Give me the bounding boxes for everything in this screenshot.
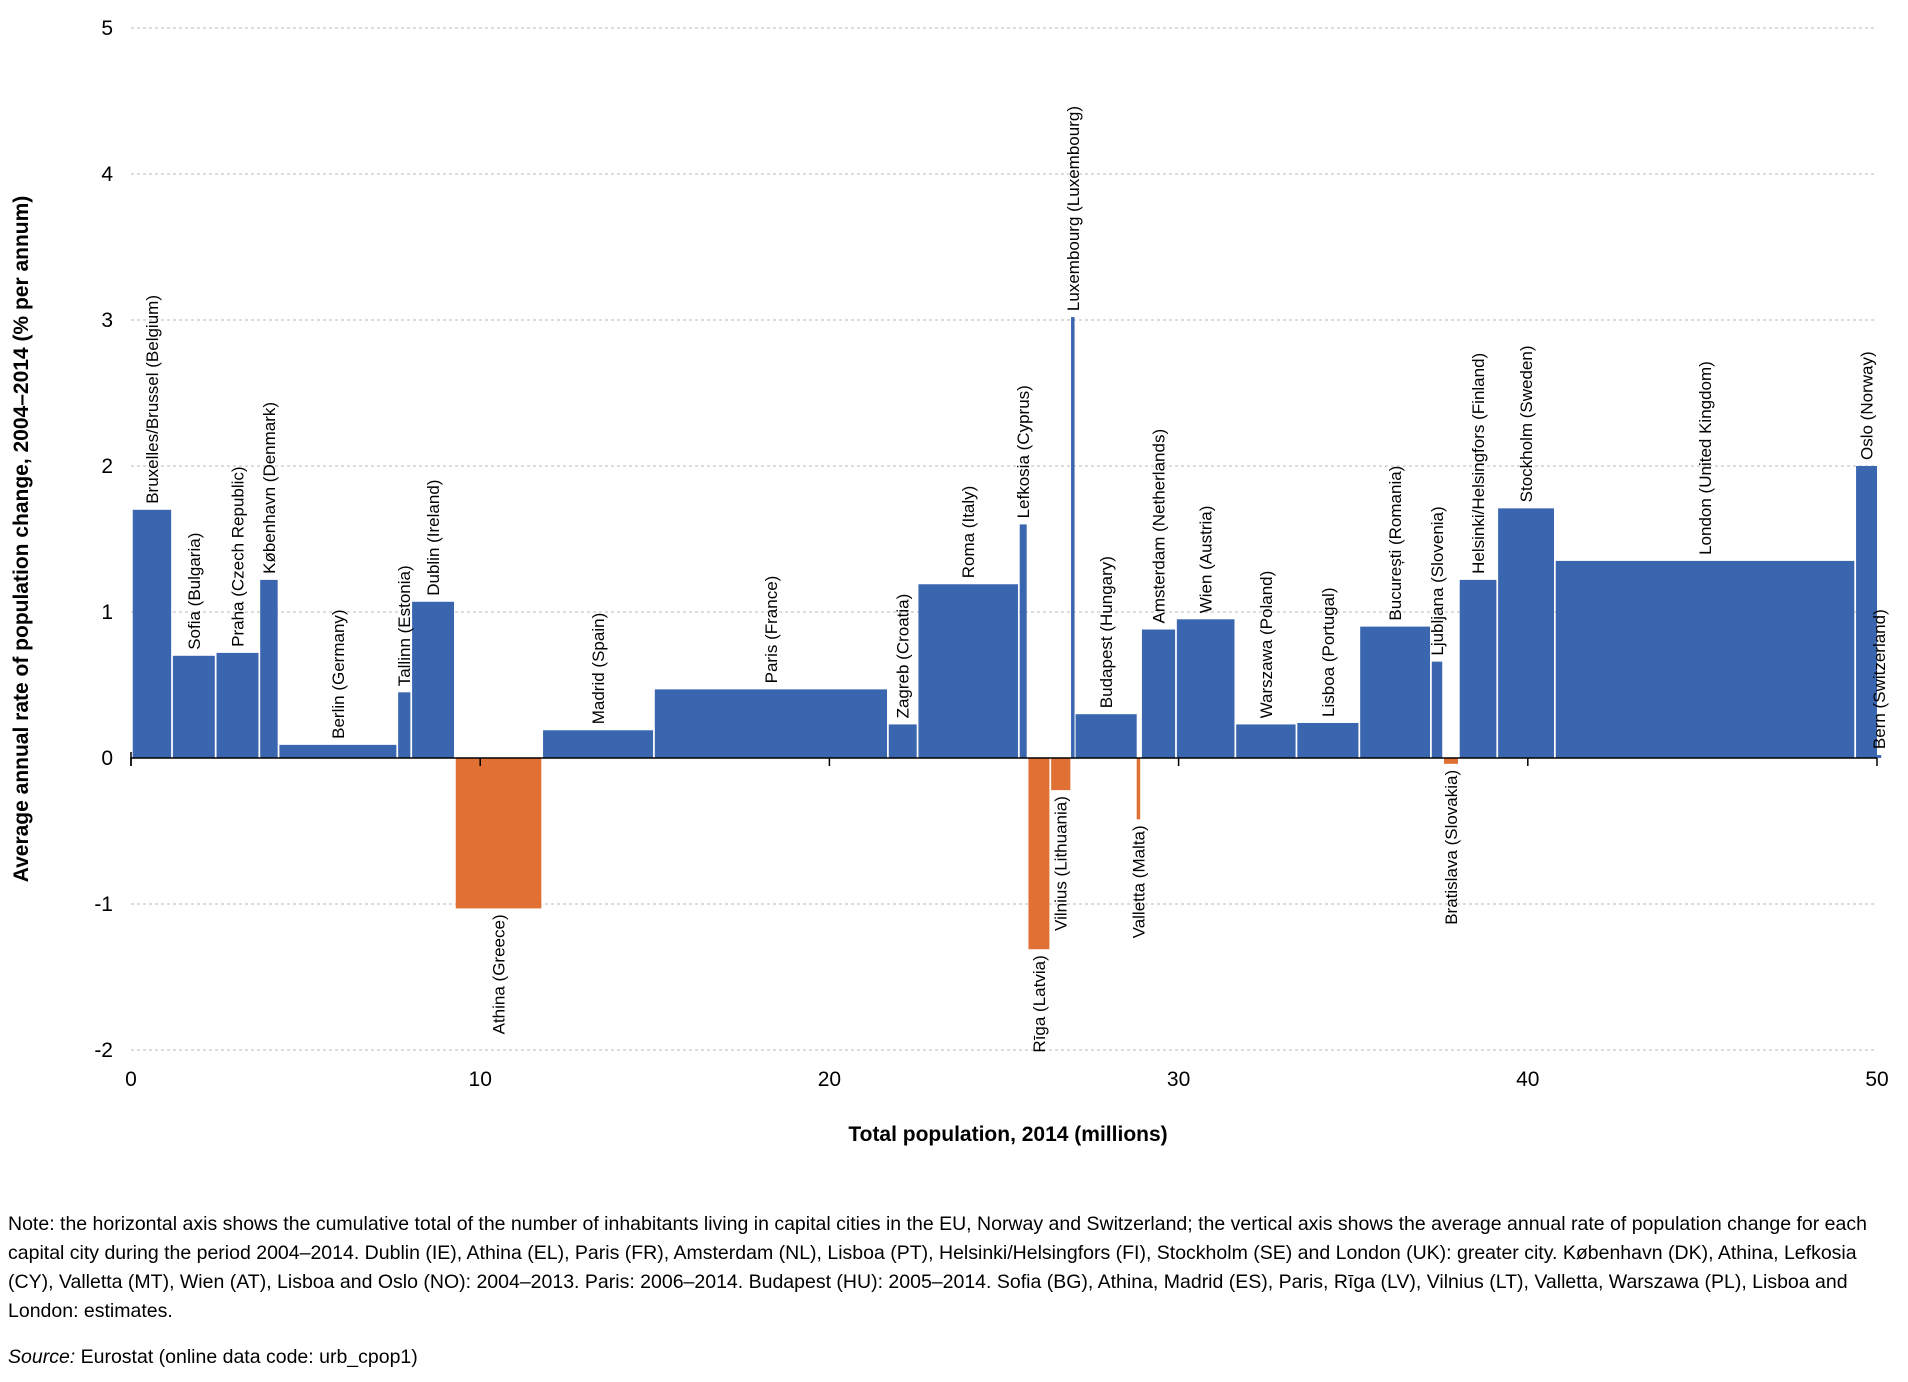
bar bbox=[1431, 661, 1443, 758]
bar-label: Lefkosia (Cyprus) bbox=[1014, 385, 1033, 518]
bar-label: Budapest (Hungary) bbox=[1097, 556, 1116, 708]
bar-label: Lisboa (Portugal) bbox=[1319, 587, 1338, 716]
y-tick-label: 5 bbox=[101, 17, 113, 40]
x-tick-label: 40 bbox=[1516, 1068, 1539, 1091]
bar-label: Oslo (Norway) bbox=[1858, 351, 1877, 460]
y-tick-label: 1 bbox=[101, 601, 113, 624]
chart-note: Note: the horizontal axis shows the cumu… bbox=[8, 1213, 1867, 1322]
bar bbox=[1555, 560, 1855, 758]
bar-label: Helsinki/Helsingfors (Finland) bbox=[1469, 353, 1488, 574]
bar bbox=[216, 652, 259, 758]
bar bbox=[279, 744, 397, 758]
bar bbox=[1459, 579, 1497, 758]
bar-label: Dublin (Ireland) bbox=[424, 480, 443, 596]
bar-label: Paris (France) bbox=[762, 576, 781, 684]
bar bbox=[1019, 524, 1027, 758]
bar bbox=[412, 601, 455, 758]
bar bbox=[1236, 724, 1296, 758]
bar-label: Bern (Switzerland) bbox=[1870, 609, 1889, 749]
gridlines bbox=[131, 27, 1877, 1051]
bar bbox=[132, 509, 172, 758]
bar-label: Bratislava (Slovakia) bbox=[1442, 770, 1461, 925]
bar bbox=[172, 655, 215, 758]
bar bbox=[1075, 714, 1137, 758]
bar-label: Berlin (Germany) bbox=[329, 609, 348, 738]
x-tick-label: 10 bbox=[469, 1068, 492, 1091]
source-label: Source: bbox=[8, 1346, 76, 1368]
bar-label: Valletta (Malta) bbox=[1129, 825, 1148, 938]
x-axis-title: Total population, 2014 (millions) bbox=[848, 1123, 1167, 1146]
x-tick-label: 20 bbox=[818, 1068, 841, 1091]
bar bbox=[1297, 722, 1359, 758]
bar-label: Luxembourg (Luxembourg) bbox=[1064, 106, 1083, 311]
bar bbox=[1141, 629, 1176, 758]
bar bbox=[1877, 755, 1882, 758]
bar-label: Madrid (Spain) bbox=[589, 613, 608, 725]
chart-source: Source: Eurostat (online data code: urb_… bbox=[8, 1343, 418, 1372]
y-tick-label: 3 bbox=[101, 309, 113, 332]
bar bbox=[398, 692, 411, 758]
bar bbox=[1028, 758, 1050, 950]
bar-label: Amsterdam (Netherlands) bbox=[1150, 429, 1169, 624]
bar bbox=[654, 689, 888, 758]
y-tick-label: -2 bbox=[94, 1039, 113, 1062]
bar-label: London (United Kingdom) bbox=[1696, 361, 1715, 555]
bar bbox=[455, 758, 542, 909]
bar-label: Stockholm (Sweden) bbox=[1517, 345, 1536, 502]
bar bbox=[1176, 619, 1235, 758]
y-tick-label: -1 bbox=[94, 893, 113, 916]
bar-label: Rīga (Latvia) bbox=[1030, 955, 1049, 1052]
bar-label: Sofia (Bulgaria) bbox=[185, 533, 204, 650]
bar bbox=[1856, 466, 1877, 758]
bar-label: Vilnius (Lithuania) bbox=[1052, 796, 1071, 931]
bar-label: Warszawa (Poland) bbox=[1257, 571, 1276, 719]
bar bbox=[918, 584, 1018, 758]
x-tick-label: 30 bbox=[1167, 1068, 1190, 1091]
bar bbox=[1360, 626, 1431, 758]
bar-label: Athina (Greece) bbox=[490, 914, 509, 1034]
axes bbox=[130, 752, 1878, 766]
bar bbox=[543, 730, 654, 758]
x-tick-label: 0 bbox=[125, 1068, 137, 1091]
bar bbox=[1071, 317, 1075, 758]
bar-label: Zagreb (Croatia) bbox=[894, 594, 913, 719]
y-tick-label: 2 bbox=[101, 455, 113, 478]
y-tick-label: 0 bbox=[101, 747, 113, 770]
bar-label: Bruxelles/Brussel (Belgium) bbox=[143, 295, 162, 504]
bars bbox=[132, 317, 1882, 950]
bar-labels: Bruxelles/Brussel (Belgium) Sofia (Bulgar… bbox=[143, 106, 1889, 1053]
bar-label: Roma (Italy) bbox=[959, 486, 978, 579]
bar bbox=[1443, 758, 1458, 764]
y-tick-label: 4 bbox=[101, 163, 113, 186]
bar bbox=[888, 724, 917, 758]
y-axis-title: Average annual rate of population change… bbox=[10, 196, 33, 883]
bar bbox=[260, 579, 278, 758]
bar bbox=[1051, 758, 1071, 791]
bar-label: København (Denmark) bbox=[260, 402, 279, 574]
bar bbox=[1136, 758, 1141, 820]
bar-label: Ljubljana (Slovenia) bbox=[1428, 506, 1447, 655]
chart: Bruxelles/Brussel (Belgium) Sofia (Bulgar… bbox=[10, 17, 1889, 1146]
bar bbox=[1498, 508, 1554, 758]
bar-label: Praha (Czech Republic) bbox=[229, 466, 248, 646]
source-text: Eurostat (online data code: urb_cpop1) bbox=[75, 1346, 418, 1368]
bar-label: București (Romania) bbox=[1386, 466, 1405, 621]
bar-label: Tallinn (Estonia) bbox=[395, 565, 414, 686]
bar-label: Wien (Austria) bbox=[1197, 506, 1216, 614]
x-tick-label: 50 bbox=[1865, 1068, 1888, 1091]
